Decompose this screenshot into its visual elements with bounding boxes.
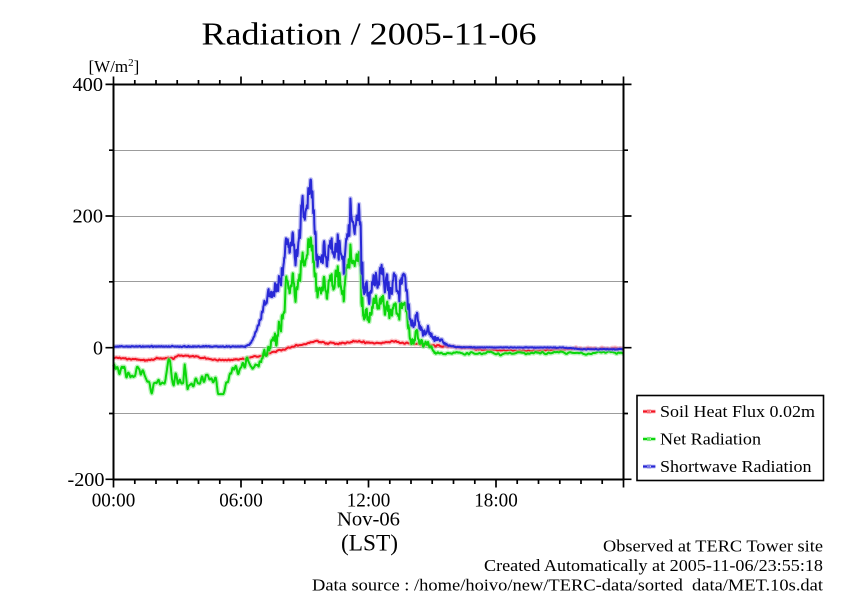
svg-text:Soil Heat Flux 0.02m: Soil Heat Flux 0.02m	[660, 402, 815, 421]
svg-text:[W/m2]: [W/m2]	[89, 57, 140, 76]
svg-text:400: 400	[73, 74, 104, 96]
svg-text:200: 200	[73, 206, 104, 228]
svg-text:Nov-06: Nov-06	[337, 509, 400, 531]
svg-text:Observed at TERC Tower site: Observed at TERC Tower site	[603, 537, 823, 556]
svg-text:Created Automatically at 2005-: Created Automatically at 2005-11-06/23:5…	[484, 556, 823, 575]
svg-text:18:00: 18:00	[474, 491, 518, 512]
svg-text:00:00: 00:00	[92, 491, 136, 512]
svg-text:0: 0	[93, 337, 103, 359]
svg-text:Net Radiation: Net Radiation	[660, 430, 762, 449]
svg-text:Data source : /home/hoivo/new/: Data source : /home/hoivo/new/TERC-data/…	[312, 576, 823, 595]
svg-text:(LST): (LST)	[341, 531, 398, 556]
svg-text:Shortwave Radiation: Shortwave Radiation	[660, 457, 812, 476]
svg-text:Radiation / 2005-11-06: Radiation / 2005-11-06	[202, 16, 537, 52]
svg-text:12:00: 12:00	[347, 491, 391, 512]
svg-text:-200: -200	[68, 469, 105, 491]
svg-text:06:00: 06:00	[219, 491, 263, 512]
